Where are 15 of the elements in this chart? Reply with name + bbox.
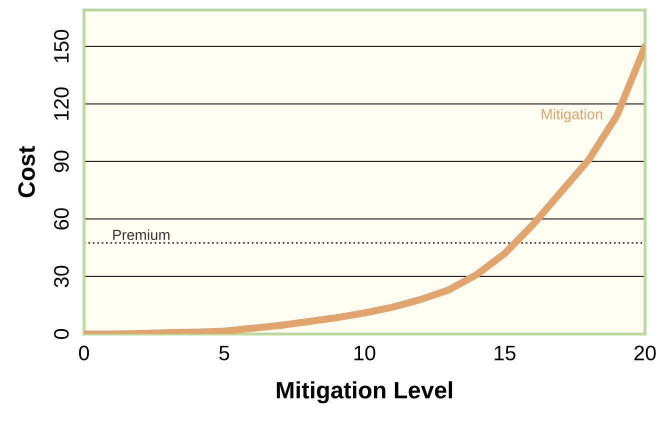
x-axis-title: Mitigation Level — [276, 381, 452, 404]
x-tick-label: 5 — [219, 346, 230, 360]
x-tick-label: 15 — [494, 346, 516, 360]
x-tick-label: 10 — [354, 346, 376, 360]
y-tick-label: 90 — [54, 150, 69, 172]
y-axis-title: Cost — [18, 146, 35, 198]
y-tick-label: 0 — [54, 329, 69, 339]
y-tick-label: 60 — [54, 208, 69, 230]
y-tick-label: 120 — [54, 87, 69, 120]
y-tick-label: 150 — [54, 30, 69, 62]
ref-line-label: Premium — [113, 229, 170, 240]
y-tick-label: 30 — [54, 266, 69, 288]
series-label: Mitigation — [542, 108, 602, 122]
x-tick-label: 20 — [634, 346, 656, 360]
x-tick-label: 0 — [79, 346, 89, 360]
